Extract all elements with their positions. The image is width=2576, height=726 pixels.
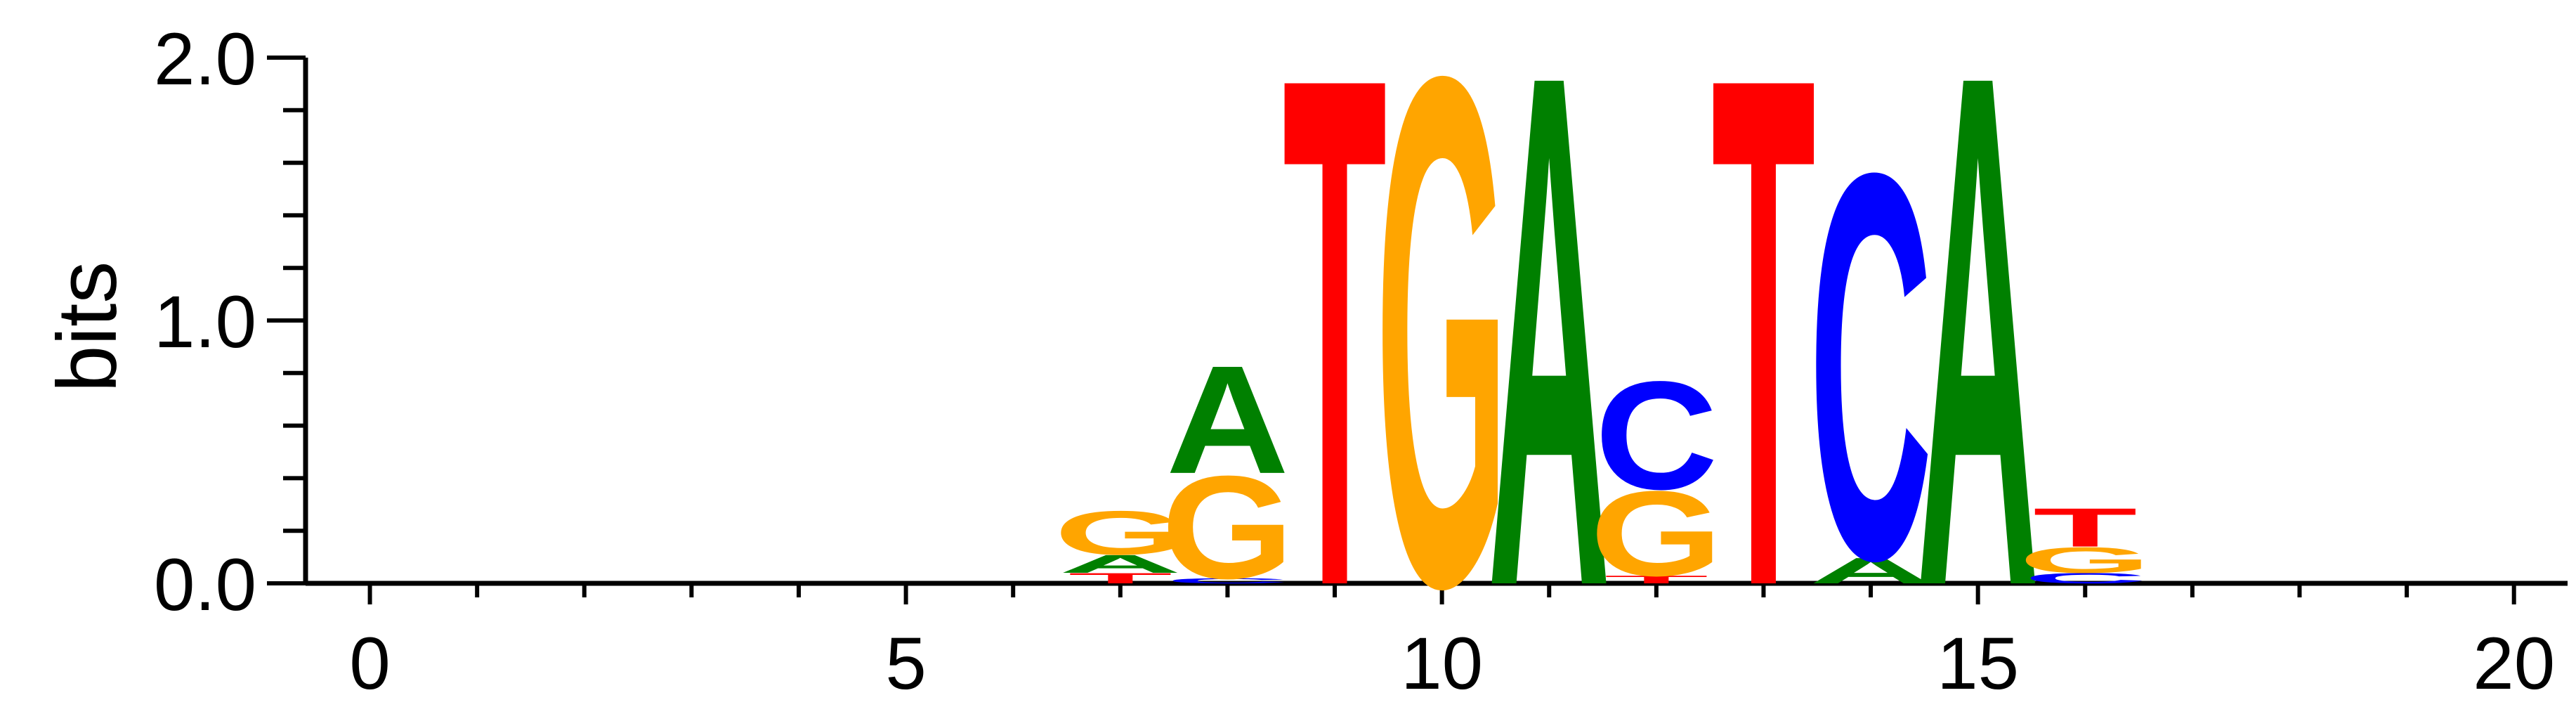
y-tick-label: 0.0 (154, 544, 256, 626)
letter-a-pos-15: A (1916, 0, 2039, 722)
y-tick-label: 1.0 (154, 281, 256, 363)
x-tick-label: 5 (885, 623, 926, 705)
letter-t-pos-13: T (1711, 0, 1815, 722)
letter-g-pos-12: G (1590, 465, 1722, 601)
letter-g-pos-7: G (1054, 498, 1186, 568)
y-tick-label: 2.0 (154, 18, 256, 101)
letter-c-pos-12: C (1595, 350, 1718, 522)
letter-t-pos-9: T (1283, 0, 1387, 722)
x-tick-label: 20 (2473, 623, 2555, 705)
letter-c-pos-8: C (1166, 577, 1289, 585)
x-tick-label: 10 (1401, 623, 1483, 705)
letter-t-pos-7: T (1068, 570, 1172, 586)
x-tick-label: 15 (1937, 623, 2019, 705)
letter-a-pos-14: A (1809, 550, 1932, 591)
letter-c-pos-16: C (2024, 570, 2147, 586)
letter-a-pos-7: A (1059, 550, 1182, 578)
letter-g-pos-16: G (2019, 540, 2152, 581)
y-axis-label: bits (40, 261, 134, 393)
letter-c-pos-14: C (1809, 58, 1932, 673)
axes-group: 0.0 1.0 2.0 0 5 10 15 20 (154, 18, 2568, 705)
letter-t-pos-12: T (1604, 573, 1708, 585)
letter-a-pos-8: A (1166, 335, 1289, 507)
letter-g-pos-8: G (1161, 446, 1294, 609)
x-tick-label: 0 (349, 623, 390, 705)
letter-a-pos-11: A (1488, 0, 1611, 722)
letter-t-pos-16: T (2033, 497, 2137, 558)
letter-g-pos-10: G (1375, 0, 1508, 722)
